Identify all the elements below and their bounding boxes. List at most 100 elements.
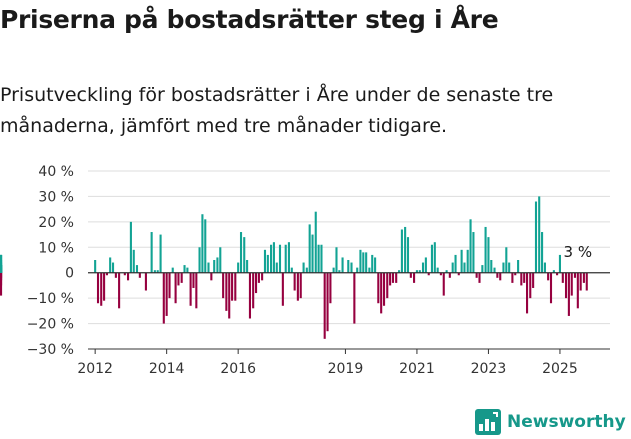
bar xyxy=(496,272,499,278)
bar xyxy=(266,254,269,273)
x-tick-label: 2019 xyxy=(328,361,364,377)
bar xyxy=(225,272,228,311)
bar xyxy=(532,272,535,288)
bar xyxy=(270,244,273,273)
bar xyxy=(487,237,490,273)
bar xyxy=(451,262,454,273)
bar xyxy=(362,252,365,273)
x-tick-label: 2021 xyxy=(399,361,435,377)
bar xyxy=(207,262,210,273)
bar xyxy=(460,249,463,273)
chart-title: Priserna på bostadsrätter steg i Åre xyxy=(0,5,499,34)
bar xyxy=(332,267,335,273)
bar xyxy=(424,257,427,273)
y-tick-label: 20 % xyxy=(38,215,74,231)
bar xyxy=(552,270,555,273)
bar xyxy=(317,244,320,273)
bar xyxy=(186,267,189,273)
bar xyxy=(156,270,159,273)
bar xyxy=(261,272,264,281)
chart-subtitle: Prisutveckling för bostadsrätter i Åre u… xyxy=(0,84,554,137)
bar xyxy=(582,272,585,283)
bar xyxy=(520,272,523,286)
bar xyxy=(100,272,103,306)
bar xyxy=(290,267,293,273)
bar xyxy=(192,272,195,288)
bar xyxy=(427,272,430,276)
bar xyxy=(0,272,3,286)
bar xyxy=(490,260,493,273)
bar xyxy=(195,272,198,309)
bar xyxy=(547,272,550,281)
bar xyxy=(213,260,216,273)
bar xyxy=(418,270,421,273)
bar xyxy=(391,272,395,283)
bar xyxy=(114,272,117,278)
bar xyxy=(278,244,282,273)
bar xyxy=(111,262,115,273)
bar xyxy=(103,272,106,301)
bar xyxy=(329,272,332,304)
bar xyxy=(204,219,207,273)
bar xyxy=(484,226,487,273)
bar xyxy=(162,272,165,324)
bar xyxy=(413,272,416,283)
bar xyxy=(478,272,481,283)
x-tick-label: 2025 xyxy=(542,361,578,377)
bar xyxy=(198,247,201,273)
bar xyxy=(257,272,260,283)
bar xyxy=(219,247,222,273)
bar xyxy=(293,272,296,291)
y-tick-label: 40 % xyxy=(38,164,74,180)
bar xyxy=(201,214,204,273)
bar xyxy=(549,272,553,304)
bar xyxy=(171,267,174,273)
bar xyxy=(386,272,389,299)
bar xyxy=(534,201,538,273)
bar xyxy=(350,262,353,273)
bar xyxy=(135,265,139,273)
bar xyxy=(281,272,284,306)
bar xyxy=(311,234,314,273)
bar xyxy=(165,272,168,316)
bar xyxy=(380,272,383,314)
bar xyxy=(210,272,213,281)
bar xyxy=(472,232,475,273)
bar xyxy=(105,272,108,276)
bar xyxy=(499,272,502,281)
bar xyxy=(439,272,442,276)
bar xyxy=(538,196,541,273)
bar xyxy=(475,272,478,278)
bar xyxy=(347,260,350,273)
newsworthy-logo-icon xyxy=(475,409,501,435)
bar xyxy=(523,272,526,283)
bar xyxy=(585,272,588,291)
x-tick-label: 2016 xyxy=(220,361,256,377)
bar xyxy=(493,267,496,273)
bar xyxy=(469,219,472,273)
bar xyxy=(272,242,275,273)
bar xyxy=(335,247,338,273)
bar xyxy=(0,265,3,273)
bar xyxy=(374,257,377,273)
bar xyxy=(558,254,561,273)
bar xyxy=(505,247,508,273)
latest-value-label: 3 % xyxy=(564,243,593,261)
bar xyxy=(150,232,153,273)
bar xyxy=(0,254,3,273)
bar xyxy=(556,272,559,276)
bar xyxy=(299,272,302,299)
bar xyxy=(353,272,356,324)
bar xyxy=(174,272,177,304)
bar xyxy=(398,270,401,273)
bar xyxy=(314,211,317,273)
bar xyxy=(564,272,568,299)
bar xyxy=(543,262,546,273)
bar xyxy=(457,272,460,276)
bar xyxy=(118,272,121,309)
bar xyxy=(287,242,290,273)
y-tick-label: 10 % xyxy=(38,240,74,256)
bar xyxy=(296,272,299,301)
bar xyxy=(382,272,386,306)
bar xyxy=(228,272,231,319)
